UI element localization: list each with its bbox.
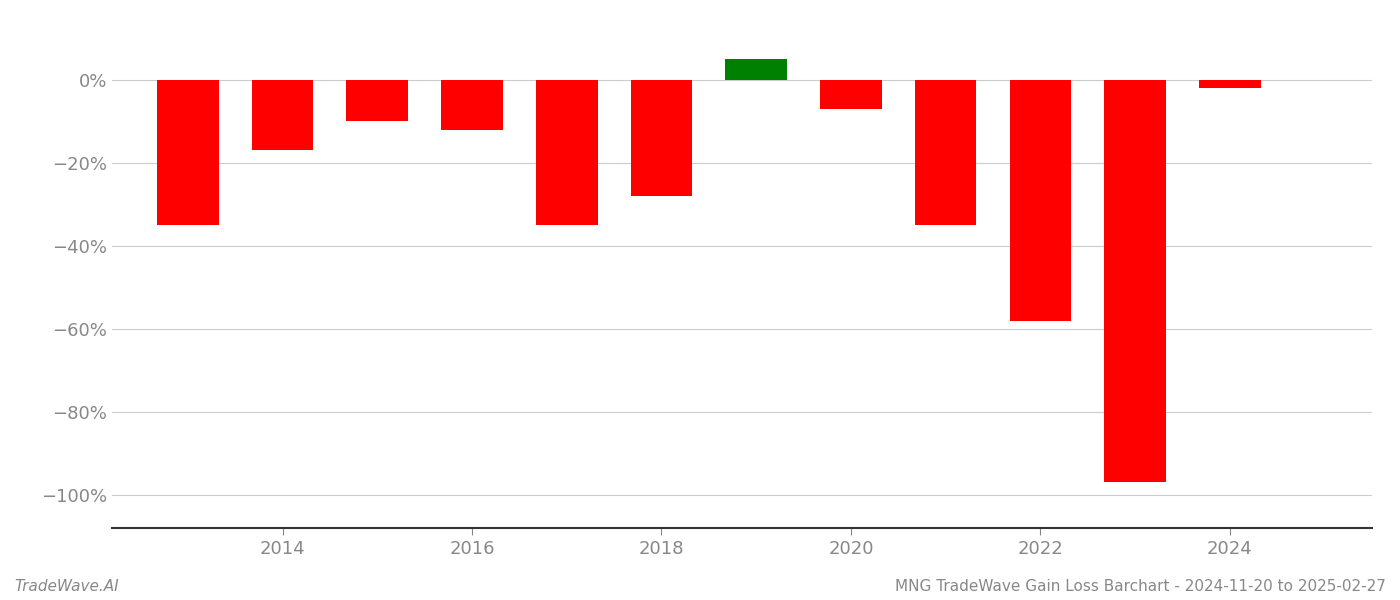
Bar [346,80,407,121]
Bar [1009,80,1071,320]
Bar [1105,80,1166,482]
Bar [1200,80,1260,88]
Bar [820,80,882,109]
Bar [536,80,598,225]
Bar [252,80,314,151]
Text: MNG TradeWave Gain Loss Barchart - 2024-11-20 to 2025-02-27: MNG TradeWave Gain Loss Barchart - 2024-… [895,579,1386,594]
Bar [630,80,692,196]
Bar [914,80,976,225]
Bar [157,80,218,225]
Bar [725,59,787,80]
Bar [441,80,503,130]
Text: TradeWave.AI: TradeWave.AI [14,579,119,594]
